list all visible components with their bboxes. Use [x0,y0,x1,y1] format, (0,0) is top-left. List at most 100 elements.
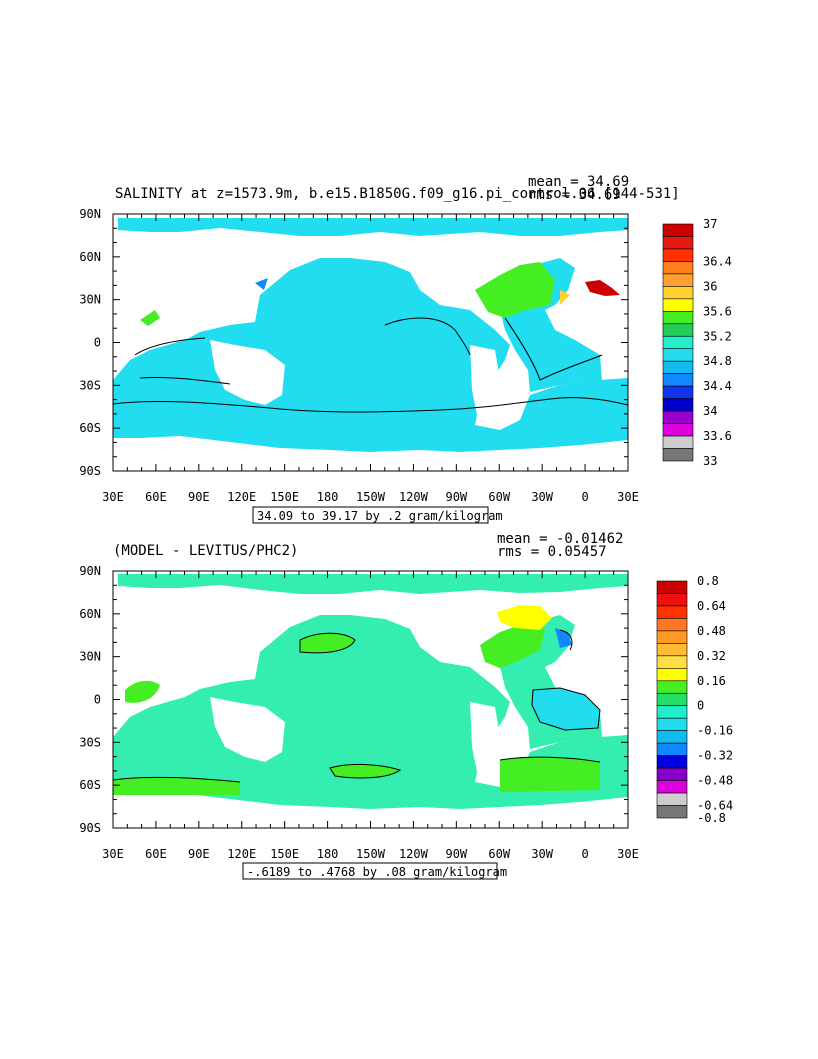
colorbar-swatch [656,668,688,682]
colorbar-swatch [656,655,688,669]
panel-2-range-box [242,862,498,880]
colorbar-swatch [662,298,694,312]
colorbar-swatch [662,348,694,362]
panel-salinity: SALINITY at z=1573.9m, b.e15.B1850G.f09_… [79,174,732,524]
colorbar-swatch [662,435,694,449]
colorbar-swatch [662,335,694,350]
x-tick-label: 90W [445,490,467,504]
colorbar-swatch [662,423,694,437]
panel-2-ticks [112,570,629,829]
colorbar-label: 34.8 [703,354,732,368]
panel-2-y-tick-labels: 90N 60N 30N 0 30S 60S 90S [79,564,101,835]
colorbar-swatch [656,680,688,694]
colorbar-label: -0.8 [697,811,726,825]
colorbar-swatch [662,398,694,412]
colorbar-swatch [662,223,694,237]
x-tick-label: 180 [317,490,339,504]
panel-difference: (MODEL - LEVITUS/PHC2) mean = -0.01462 r… [79,531,733,880]
x-tick-label: 60W [488,847,510,861]
south-pacific-positive [330,764,400,778]
south-america-land [470,345,500,420]
arctic-ocean-2 [118,574,628,594]
colorbar-swatch [656,767,688,781]
x-tick-label: 60W [488,490,510,504]
y-tick-label: 30S [79,378,101,392]
colorbar-label: 0.64 [697,599,726,613]
mediterranean-patch [585,280,620,296]
colorbar-swatch [656,730,688,744]
colorbar-label: 36.4 [703,254,732,268]
x-tick-label: 120W [399,490,429,504]
panel-2-map [113,571,628,828]
south-america-land-2 [470,702,500,777]
south-pacific-contour [329,763,402,779]
colorbar-swatch [656,580,688,594]
x-tick-label: 150W [356,847,386,861]
colorbar-swatch [662,261,694,275]
x-tick-label: 30E [617,490,639,504]
y-tick-label: 60S [79,778,101,792]
southern-ocean-positive [113,777,240,795]
x-tick-label: 120W [399,847,429,861]
colorbar-label: -0.48 [697,774,733,788]
colorbar-swatch [656,742,688,756]
x-tick-label: 60E [145,847,167,861]
pacific-indian-ocean [113,258,628,452]
y-tick-label: 0 [94,336,101,350]
colorbar-label: 33.6 [703,429,732,443]
x-tick-label: 30E [102,847,124,861]
labrador-positive [497,605,552,630]
x-tick-label: 180 [317,847,339,861]
panel-1-x-tick-labels: 30E 60E 90E 120E 150E 180 150W 120W 90W 60W 30W 0 30… [102,490,639,504]
pacific-indian-ocean-2 [113,615,628,809]
x-tick-label: 30W [531,847,553,861]
colorbar-swatch [662,410,694,424]
colorbar-label: 0 [697,699,704,713]
y-tick-label: 90N [79,564,101,578]
colorbar-label: 35.2 [703,329,732,343]
x-tick-label: 120E [227,847,256,861]
x-tick-label: 30W [531,490,553,504]
y-tick-label: 30N [79,650,101,664]
colorbar-swatch [656,705,688,719]
colorbar-swatch [656,780,688,794]
panel-1-y-tick-labels: 90N 60N 30N 0 30S 60S 90S [79,207,101,478]
colorbar-label: 0.16 [697,674,726,688]
contour-34-8-pacific [384,317,471,356]
y-tick-label: 30N [79,293,101,307]
colorbar-swatch [662,286,694,300]
x-tick-label: 0 [581,847,588,861]
y-tick-label: 60N [79,250,101,264]
panel-2-colorbar: 0.8 0.64 0.48 0.32 0.16 0 -0.16 -0.32 -0.48 -0.64… [656,574,733,825]
colorbar-swatch [656,755,688,769]
north-pacific-contour [299,632,356,654]
south-atlantic-negative [532,688,600,730]
colorbar-swatch [662,448,694,462]
colorbar-swatch [656,805,688,819]
x-tick-label: 150W [356,490,386,504]
colorbar-swatch [662,236,694,250]
colorbar-label: 34 [703,404,717,418]
panel-1-colorbar: 37 36.4 36 35.6 35.2 34.8 34.4 34 33.6 33 [662,217,732,468]
panel-1-rms: rms = 34.69 [528,187,621,203]
panel-1-range-note: 34.09 to 39.17 by .2 gram/kilogram [257,509,503,523]
indian-positive [125,680,160,703]
colorbar-label: 35.6 [703,304,732,318]
colorbar-label: 0.32 [697,649,726,663]
colorbar-swatch [656,692,688,707]
colorbar-swatch [662,311,694,325]
panel-2-x-tick-labels: 30E 60E 90E 120E 150E 180 150W 120W 90W 60W 30W 0 30… [102,847,639,861]
colorbar-swatch [662,385,694,399]
y-tick-label: 30S [79,735,101,749]
x-tick-label: 90W [445,847,467,861]
x-tick-label: 30E [617,847,639,861]
colorbar-label: -0.64 [697,799,733,813]
colorbar-swatch [656,792,688,806]
southern-ocean-contour [113,776,241,783]
colorbar-label: -0.32 [697,749,733,763]
colorbar-label: 33 [703,454,717,468]
panel-1-map [113,214,628,471]
north-atlantic-positive [480,625,545,668]
colorbar-swatch [656,593,688,607]
